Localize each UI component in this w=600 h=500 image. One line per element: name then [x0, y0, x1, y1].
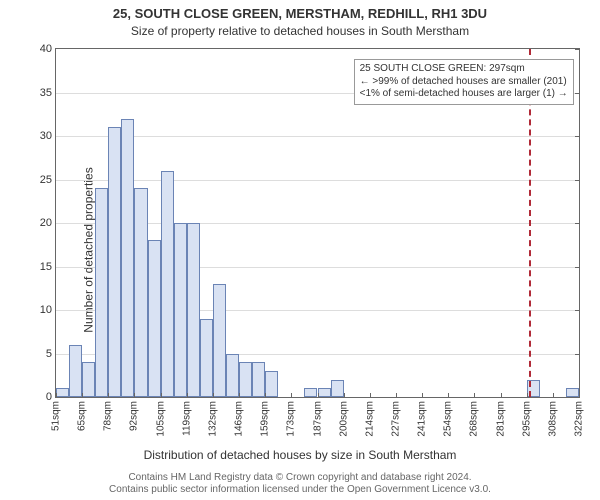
xtick-label: 214sqm: [364, 401, 375, 437]
ytick-mark: [575, 136, 580, 137]
histogram-bar: [566, 388, 579, 397]
xtick-mark: [448, 393, 449, 398]
ytick-label: 15: [40, 261, 52, 273]
histogram-bar: [318, 388, 331, 397]
histogram-bar: [331, 380, 344, 397]
xtick-mark: [553, 393, 554, 398]
chart-subtitle: Size of property relative to detached ho…: [0, 24, 600, 38]
xtick-label: 173sqm: [286, 401, 297, 437]
ytick-label: 20: [40, 217, 52, 229]
xtick-mark: [318, 393, 319, 398]
xtick-label: 200sqm: [338, 401, 349, 437]
xtick-mark: [422, 393, 423, 398]
annotation-box: 25 SOUTH CLOSE GREEN: 297sqm← >99% of de…: [354, 59, 574, 105]
xtick-mark: [579, 393, 580, 398]
xtick-label: 322sqm: [574, 401, 585, 437]
ytick-mark: [575, 223, 580, 224]
ytick-mark: [575, 310, 580, 311]
histogram-bar: [304, 388, 317, 397]
xtick-mark: [239, 393, 240, 398]
chart-container: 25, SOUTH CLOSE GREEN, MERSTHAM, REDHILL…: [0, 0, 600, 500]
histogram-bar: [134, 188, 147, 397]
xtick-label: 65sqm: [77, 401, 88, 431]
histogram-bar: [252, 362, 265, 397]
xtick-label: 159sqm: [260, 401, 271, 437]
xtick-mark: [213, 393, 214, 398]
histogram-bar: [56, 388, 69, 397]
xtick-label: 295sqm: [521, 401, 532, 437]
ytick-label: 30: [40, 130, 52, 142]
ytick-mark: [575, 93, 580, 94]
ytick-label: 35: [40, 87, 52, 99]
ytick-label: 10: [40, 304, 52, 316]
gridline-h: [56, 136, 579, 137]
xtick-mark: [527, 393, 528, 398]
ytick-label: 5: [46, 348, 52, 360]
xtick-mark: [56, 393, 57, 398]
annotation-line-1: 25 SOUTH CLOSE GREEN: 297sqm: [360, 63, 568, 76]
footer-line-1: Contains HM Land Registry data © Crown c…: [0, 472, 600, 484]
xtick-mark: [265, 393, 266, 398]
xtick-label: 241sqm: [417, 401, 428, 437]
histogram-bar: [213, 284, 226, 397]
chart-title: 25, SOUTH CLOSE GREEN, MERSTHAM, REDHILL…: [0, 6, 600, 21]
histogram-bar: [108, 127, 121, 397]
xtick-label: 308sqm: [547, 401, 558, 437]
xtick-label: 268sqm: [469, 401, 480, 437]
xtick-label: 227sqm: [390, 401, 401, 437]
ytick-label: 25: [40, 174, 52, 186]
x-axis-label: Distribution of detached houses by size …: [0, 448, 600, 462]
xtick-mark: [161, 393, 162, 398]
histogram-bar: [161, 171, 174, 397]
xtick-mark: [291, 393, 292, 398]
ytick-mark: [575, 267, 580, 268]
ytick-mark: [575, 180, 580, 181]
ytick-mark: [575, 49, 580, 50]
histogram-bar: [200, 319, 213, 397]
histogram-bar: [95, 188, 108, 397]
xtick-label: 78sqm: [103, 401, 114, 431]
ytick-mark: [575, 354, 580, 355]
xtick-label: 119sqm: [181, 401, 192, 436]
histogram-bar: [121, 119, 134, 397]
histogram-bar: [174, 223, 187, 397]
histogram-bar: [265, 371, 278, 397]
histogram-bar: [239, 362, 252, 397]
xtick-label: 51sqm: [51, 401, 62, 431]
xtick-mark: [474, 393, 475, 398]
xtick-mark: [108, 393, 109, 398]
histogram-bar: [82, 362, 95, 397]
ytick-label: 40: [40, 43, 52, 55]
gridline-h: [56, 180, 579, 181]
xtick-mark: [187, 393, 188, 398]
xtick-mark: [344, 393, 345, 398]
annotation-line-2: ← >99% of detached houses are smaller (2…: [360, 76, 568, 89]
xtick-mark: [396, 393, 397, 398]
xtick-mark: [134, 393, 135, 398]
histogram-bar: [69, 345, 82, 397]
footer-line-2: Contains public sector information licen…: [0, 484, 600, 496]
histogram-bar: [226, 354, 239, 398]
xtick-label: 105sqm: [155, 401, 166, 437]
xtick-mark: [82, 393, 83, 398]
histogram-bar: [187, 223, 200, 397]
xtick-label: 281sqm: [495, 401, 506, 437]
annotation-line-3: <1% of semi-detached houses are larger (…: [360, 88, 568, 101]
xtick-label: 254sqm: [443, 401, 454, 437]
xtick-label: 187sqm: [312, 401, 323, 437]
histogram-bar: [148, 240, 161, 397]
xtick-mark: [501, 393, 502, 398]
xtick-label: 132sqm: [207, 401, 218, 437]
chart-footer: Contains HM Land Registry data © Crown c…: [0, 472, 600, 496]
xtick-label: 146sqm: [234, 401, 245, 437]
plot-area: 051015202530354051sqm65sqm78sqm92sqm105s…: [55, 48, 580, 398]
xtick-mark: [370, 393, 371, 398]
xtick-label: 92sqm: [129, 401, 140, 431]
